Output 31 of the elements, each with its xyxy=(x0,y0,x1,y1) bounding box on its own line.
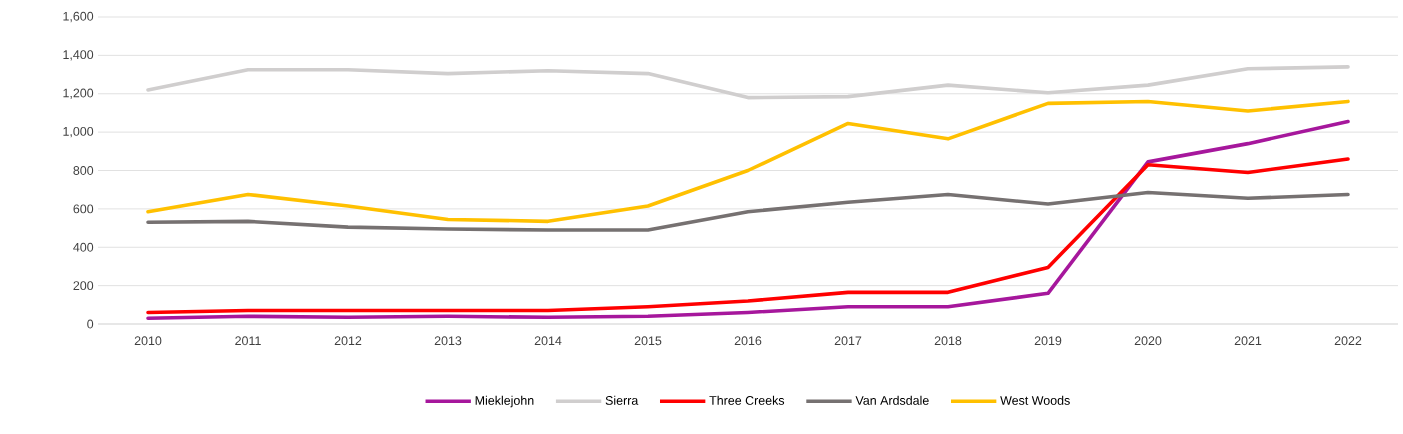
y-tick-label: 1,200 xyxy=(63,88,94,99)
y-tick-label: 800 xyxy=(73,166,94,175)
legend-label: West Woods xyxy=(1000,395,1070,405)
line-series xyxy=(146,119,1350,321)
x-tick-label: 2015 xyxy=(634,336,662,346)
y-tick-label: 0 xyxy=(87,319,94,329)
legend-label: Van Ardsdale xyxy=(855,395,929,405)
x-tick-label: 2014 xyxy=(534,336,562,346)
line-series xyxy=(146,190,1350,232)
legend-label: Mieklejohn xyxy=(475,395,534,408)
x-tick-label: 2019 xyxy=(1034,336,1062,346)
y-tick-label: 1,400 xyxy=(63,50,94,61)
x-tick-label: 2020 xyxy=(1134,336,1162,346)
y-tick-label: 1,600 xyxy=(63,11,94,23)
y-tick-label: 400 xyxy=(73,242,94,252)
x-tick-label: 2022 xyxy=(1334,336,1362,346)
y-tick-label: 1,000 xyxy=(63,126,94,138)
x-tick-label: 2016 xyxy=(734,336,762,346)
y-tick-label: 200 xyxy=(73,281,94,291)
x-tick-label: 2010 xyxy=(134,336,162,346)
x-tick-label: 2012 xyxy=(334,336,362,346)
x-tick-label: 2013 xyxy=(434,336,462,346)
x-tick-label: 2018 xyxy=(934,336,962,346)
legend-label: Sierra xyxy=(605,395,639,405)
x-tick-label: 2017 xyxy=(834,336,862,346)
x-tick-label: 2021 xyxy=(1234,336,1262,346)
x-tick-label: 2011 xyxy=(235,336,261,346)
y-tick-label: 600 xyxy=(73,204,94,214)
legend-label: Three Creeks xyxy=(709,395,785,405)
line-series xyxy=(146,99,1350,224)
line-series xyxy=(146,65,1350,100)
